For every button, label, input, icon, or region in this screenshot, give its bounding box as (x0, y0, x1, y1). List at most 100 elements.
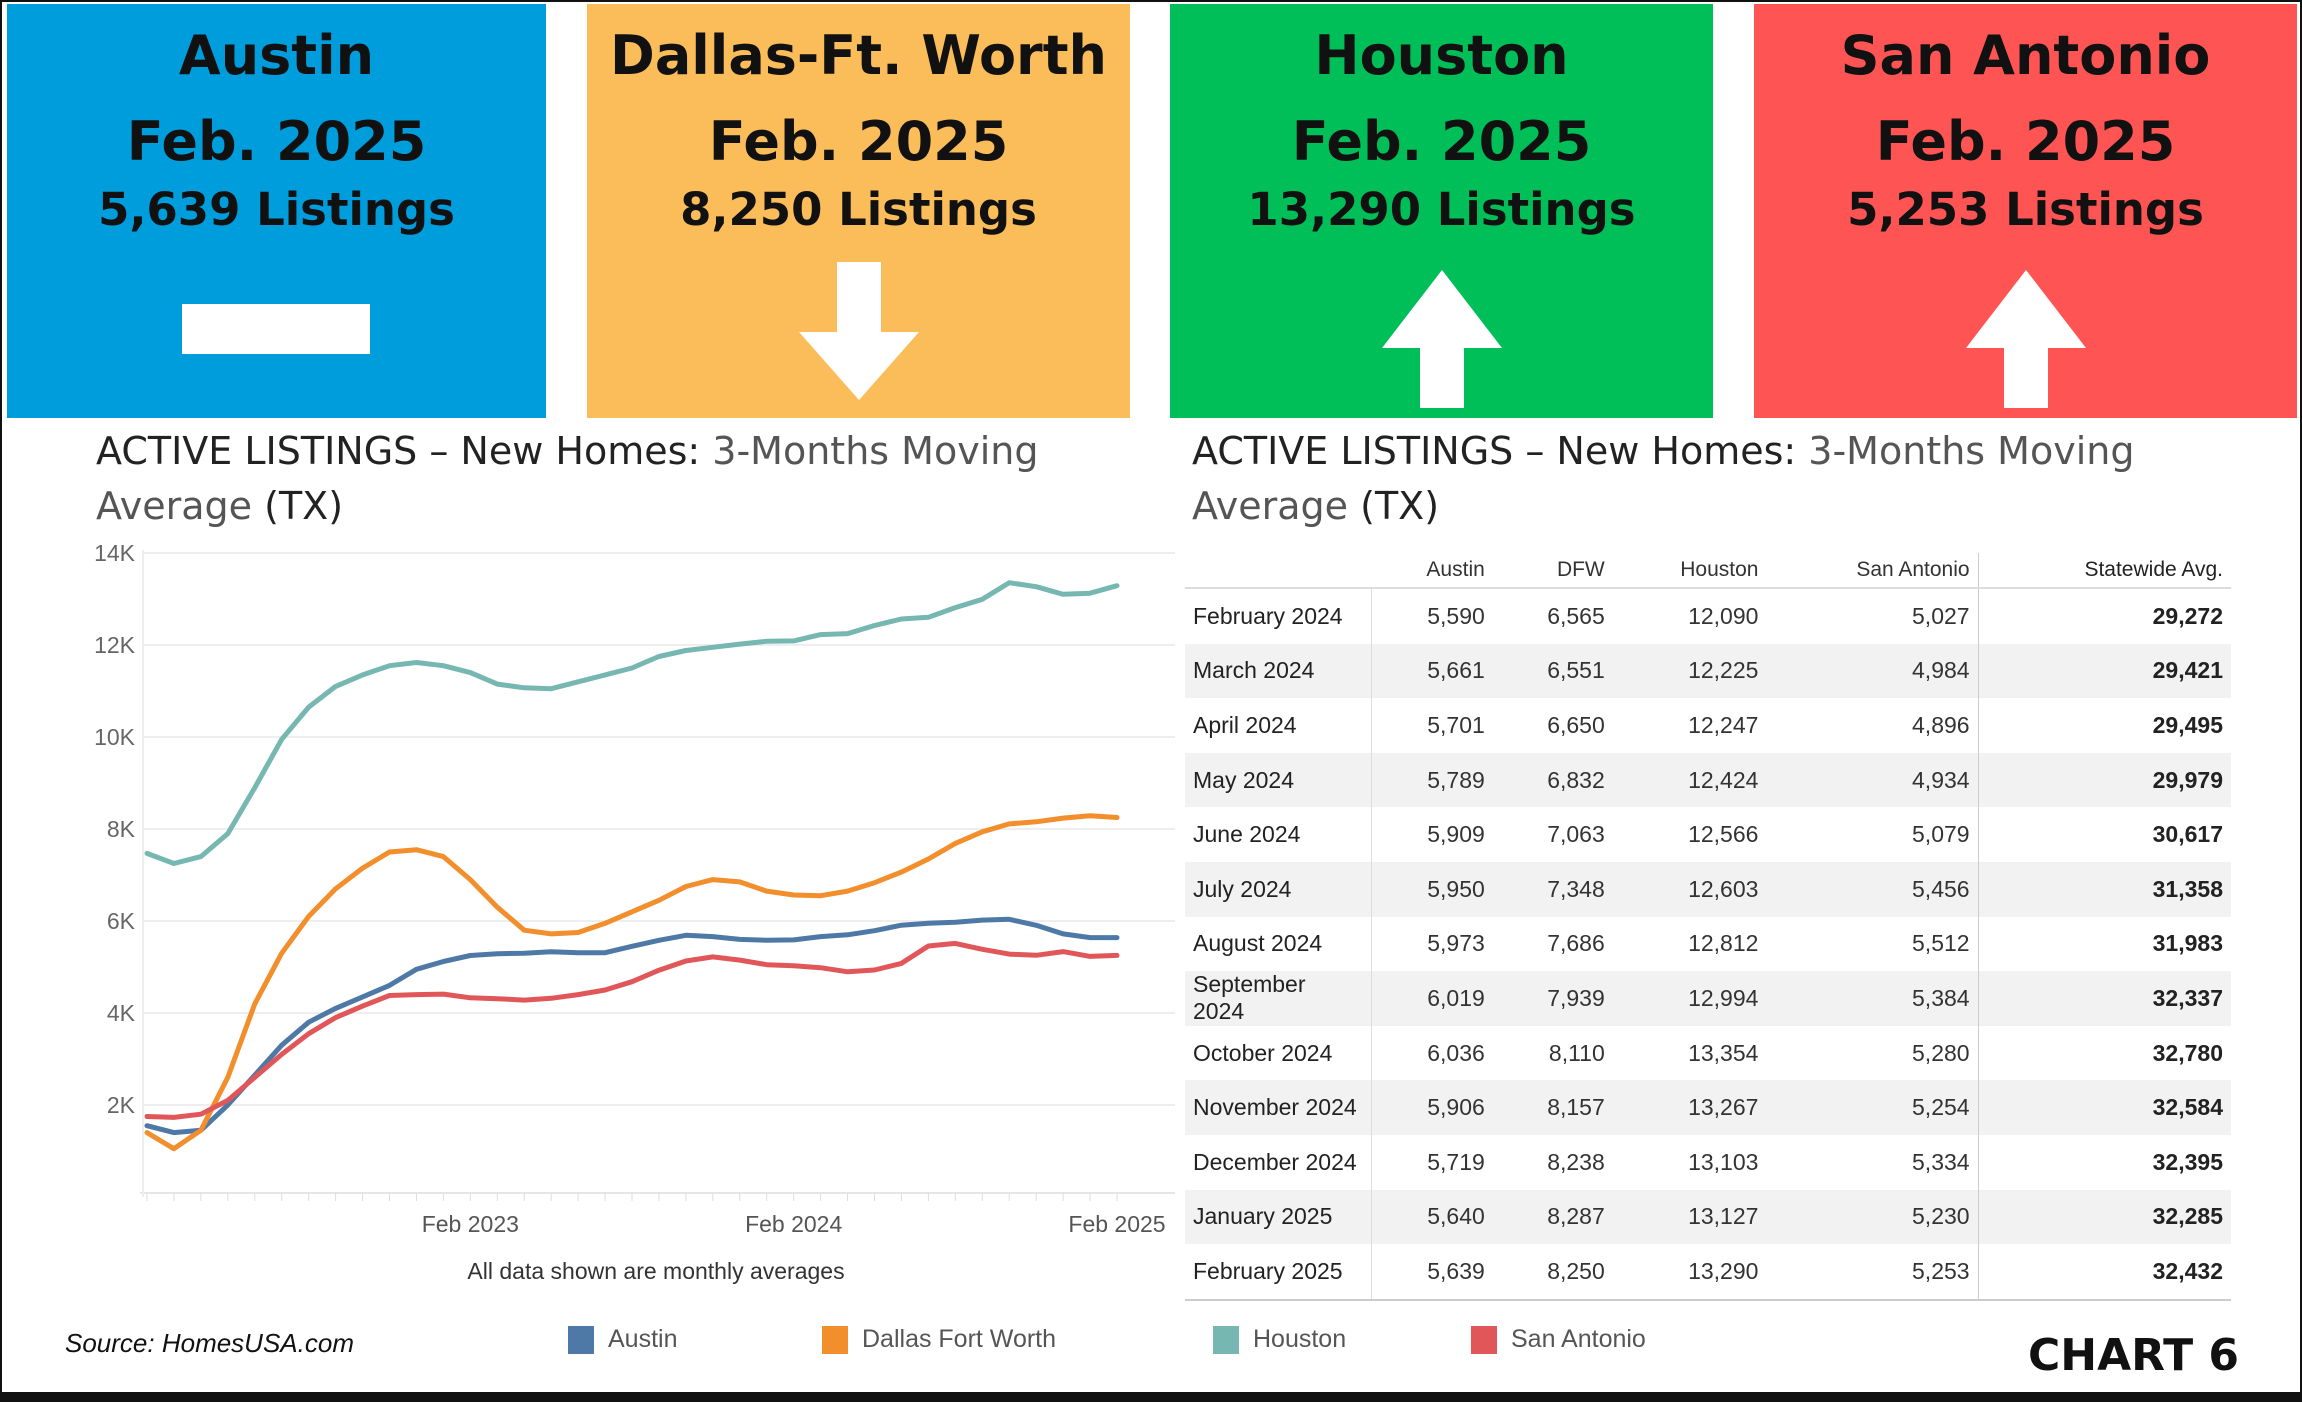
title-soft: 3-Months Moving (1808, 429, 2135, 473)
table-cell: 6,019 (1371, 971, 1493, 1026)
title-line2: Average (1192, 484, 1349, 528)
table-cell: 5,456 (1766, 861, 1979, 917)
statewide-cell: 29,421 (1977, 643, 2231, 699)
table-cell: 7,348 (1492, 861, 1613, 917)
row-label: September 2024 (1185, 971, 1372, 1026)
legend-swatch (822, 1325, 848, 1354)
table-cell: 5,719 (1427, 1148, 1485, 1175)
tile-count: 13,290 Listings (1247, 183, 1636, 236)
table-cell: 5,639 (1371, 1244, 1493, 1301)
statewide-cell: 31,358 (1977, 861, 2231, 917)
row-label: May 2024 (1185, 752, 1372, 808)
statewide-cell: 32,395 (1977, 1134, 2231, 1190)
row-label: January 2025 (1185, 1189, 1372, 1245)
legend-label: San Antonio (1511, 1325, 1646, 1353)
tile-month: Feb. 2025 (1875, 110, 2176, 173)
row-label: November 2024 (1185, 1080, 1372, 1135)
source-label: Source: HomesUSA.com (65, 1328, 354, 1358)
row-label: December 2024 (1185, 1134, 1372, 1190)
column-header: San Antonio (1766, 553, 1979, 589)
table-cell: 5,230 (1766, 1189, 1979, 1245)
table-cell: 5,079 (1912, 821, 1970, 848)
table-cell: 8,250 (1492, 1244, 1613, 1301)
table-cell: 4,934 (1766, 752, 1979, 808)
legend-swatch (1213, 1325, 1239, 1354)
table-cell: 7,063 (1547, 821, 1605, 848)
table-cell: 4,896 (1912, 711, 1970, 738)
table-title: ACTIVE LISTINGS – New Homes: 3-Months Mo… (1192, 424, 2134, 534)
tile-city: Austin (178, 24, 375, 87)
row-label: March 2024 (1185, 643, 1372, 699)
statewide-cell: 29,495 (1977, 698, 2231, 753)
statewide-cell: 29,979 (1977, 752, 2231, 808)
series-line-san-antonio (144, 940, 1120, 1120)
legend-label: Dallas Fort Worth (862, 1325, 1057, 1353)
row-label: February 2025 (1185, 1244, 1372, 1301)
title-line2: Average (96, 484, 253, 528)
table-row: March 2024 5,661 6,551 12,225 4,984 29,421 (1185, 643, 2231, 699)
chart-number-label: CHART 6 (2028, 1330, 2240, 1381)
y-tick-label: 14K (94, 540, 136, 566)
table-cell: 13,267 (1612, 1080, 1767, 1135)
title-main: ACTIVE LISTINGS – New Homes: (1192, 429, 1809, 473)
table-cell: 5,906 (1371, 1080, 1493, 1135)
table-cell: 5,950 (1371, 861, 1493, 917)
tile-city: Dallas-Ft. Worth (610, 24, 1107, 87)
table-cell: 5,334 (1912, 1148, 1970, 1175)
row-label: June 2024 (1185, 807, 1372, 862)
table-row: December 2024 5,719 8,238 13,103 5,334 32,395 (1185, 1134, 2231, 1190)
legend-item[interactable]: Austin (568, 1325, 677, 1354)
legend-item[interactable]: San Antonio (1471, 1325, 1646, 1354)
table-cell: 5,661 (1371, 643, 1493, 699)
table-cell: 6,551 (1492, 643, 1613, 699)
row-label: July 2024 (1185, 861, 1372, 917)
row-label: August 2024 (1185, 916, 1372, 972)
legend-item[interactable]: Houston (1213, 1325, 1346, 1354)
legend-label: Austin (608, 1325, 678, 1353)
table-cell: 6,650 (1547, 711, 1605, 738)
series-line-austin (144, 916, 1120, 1136)
title-soft: 3-Months Moving (712, 429, 1039, 473)
statewide-cell: 32,584 (1977, 1080, 2231, 1135)
y-tick-label: 8K (107, 816, 136, 842)
column-header: DFW (1492, 553, 1613, 589)
chart-note: All data shown are monthly averages (467, 1258, 845, 1284)
tile-san-antonio: San Antonio Feb. 2025 5,253 Listings (1754, 4, 2297, 418)
table-cell: 13,290 (1612, 1244, 1767, 1301)
tile-count: 5,639 Listings (98, 183, 455, 236)
table-cell: 4,984 (1766, 643, 1979, 699)
statewide-cell: 32,432 (1977, 1244, 2231, 1301)
tile-count: 5,253 Listings (1847, 183, 2204, 236)
table-row: October 2024 6,036 8,110 13,354 5,280 32,780 (1185, 1025, 2231, 1081)
x-tick-label: Feb 2025 (1068, 1211, 1165, 1237)
statewide-cell: 29,272 (1977, 588, 2231, 644)
tile-month: Feb. 2025 (708, 110, 1009, 173)
arrow-up-icon (1381, 270, 1502, 408)
legend-swatch (1471, 1325, 1497, 1354)
statewide-cell: 32,780 (1977, 1025, 2231, 1081)
column-header: Austin (1371, 553, 1493, 589)
tile-month: Feb. 2025 (1291, 110, 1592, 173)
tile-city: San Antonio (1840, 24, 2211, 87)
table-cell: 5,701 (1427, 711, 1485, 738)
arrow-up-icon (1965, 270, 2086, 408)
y-tick-label: 4K (107, 1000, 136, 1026)
column-header (1185, 553, 1372, 589)
statewide-cell: 32,337 (1977, 971, 2231, 1026)
table-row: May 2024 5,789 6,832 12,424 4,934 29,979 (1185, 752, 2231, 808)
table-cell: 8,157 (1492, 1080, 1613, 1135)
table-cell: 13,127 (1612, 1189, 1767, 1245)
table-cell: 5,280 (1912, 1039, 1970, 1066)
table-cell: 7,939 (1492, 971, 1613, 1026)
column-header: Houston (1612, 553, 1767, 589)
table-cell: 12,994 (1612, 971, 1767, 1026)
tile-dallas-ft-worth: Dallas-Ft. Worth Feb. 2025 8,250 Listing… (587, 4, 1130, 418)
column-header: Statewide Avg. (1977, 553, 2231, 589)
y-tick-label: 10K (94, 724, 136, 750)
statewide-cell: 32,285 (1977, 1189, 2231, 1245)
table-cell: 5,254 (1766, 1080, 1979, 1135)
tile-austin: Austin Feb. 2025 5,639 Listings (7, 4, 546, 418)
legend-item[interactable]: Dallas Fort Worth (822, 1325, 1056, 1354)
table-header-row: Austin DFW Houston San Antonio Statewide Avg… (1185, 553, 2231, 589)
